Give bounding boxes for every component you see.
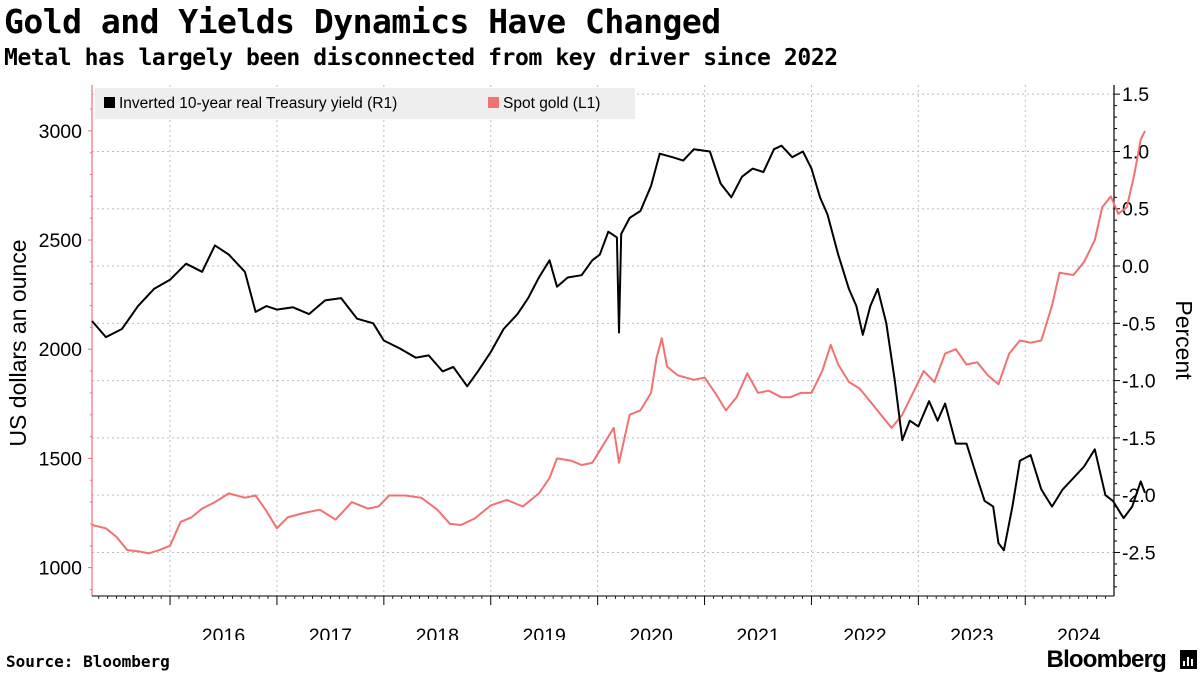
right-tick-label: 1.5 <box>1122 84 1149 106</box>
x-tick-label: 2020 <box>629 625 673 640</box>
right-tick-label: -1.0 <box>1122 371 1156 393</box>
chart-subtitle: Metal has largely been disconnected from… <box>4 45 838 71</box>
y-axis-label-left: US dollars an ounce <box>5 239 31 446</box>
right-tick-label: -1.5 <box>1122 428 1156 450</box>
x-tick-label: 2021 <box>736 625 779 640</box>
right-tick-label: 0.5 <box>1122 199 1149 221</box>
left-tick-label: 1000 <box>39 558 83 580</box>
right-tick-label: 0.0 <box>1122 256 1149 278</box>
x-tick-label: 2016 <box>202 625 245 640</box>
right-axis: 1.5 1.0 0.5 0.0 -0.5 -1.0 -1.5 -2.0 -2.5 <box>1113 84 1156 596</box>
legend: Inverted 10-year real Treasury yield (R1… <box>95 88 635 119</box>
legend-background <box>95 88 635 119</box>
series-line-inverted-real-yield <box>91 144 1146 552</box>
left-axis: 1000 1500 2000 2500 3000 <box>39 85 93 596</box>
source-note: Source: Bloomberg <box>6 652 170 671</box>
x-axis: 2016 2017 2018 2019 2020 2021 2022 2023 2024 <box>92 595 1114 640</box>
gridlines <box>92 85 1114 596</box>
bloomberg-logo: Bloomberg <box>1046 646 1167 673</box>
right-tick-label: 1.0 <box>1122 141 1149 163</box>
line-chart: 1000 1500 2000 2500 3000 1.5 1.0 0.5 0.0 -0.5 -1.… <box>5 84 1197 640</box>
chart-title: Gold and Yields Dynamics Have Changed <box>4 2 721 41</box>
series-line-spot-gold <box>91 130 1146 555</box>
right-tick-label: -2.5 <box>1122 542 1156 564</box>
bloomberg-terminal-icon <box>1180 650 1197 669</box>
x-tick-label: 2024 <box>1057 625 1101 640</box>
legend-label-yield: Inverted 10-year real Treasury yield (R1… <box>119 95 397 112</box>
x-tick-label: 2017 <box>309 625 352 640</box>
x-tick-label: 2022 <box>843 625 886 640</box>
right-tick-label: -2.0 <box>1122 485 1156 507</box>
right-tick-label: -0.5 <box>1122 313 1156 335</box>
x-tick-label: 2018 <box>416 625 459 640</box>
y-axis-label-right: Percent <box>1171 300 1197 380</box>
left-tick-label: 3000 <box>39 121 83 143</box>
left-tick-label: 1500 <box>39 448 83 470</box>
left-tick-label: 2500 <box>39 230 83 252</box>
left-tick-label: 2000 <box>39 339 83 361</box>
legend-swatch-gold <box>488 97 499 108</box>
series-group <box>91 130 1146 555</box>
legend-swatch-yield <box>104 97 115 108</box>
x-tick-label: 2019 <box>523 625 566 640</box>
x-tick-label: 2023 <box>950 625 993 640</box>
legend-label-gold: Spot gold (L1) <box>503 95 600 112</box>
